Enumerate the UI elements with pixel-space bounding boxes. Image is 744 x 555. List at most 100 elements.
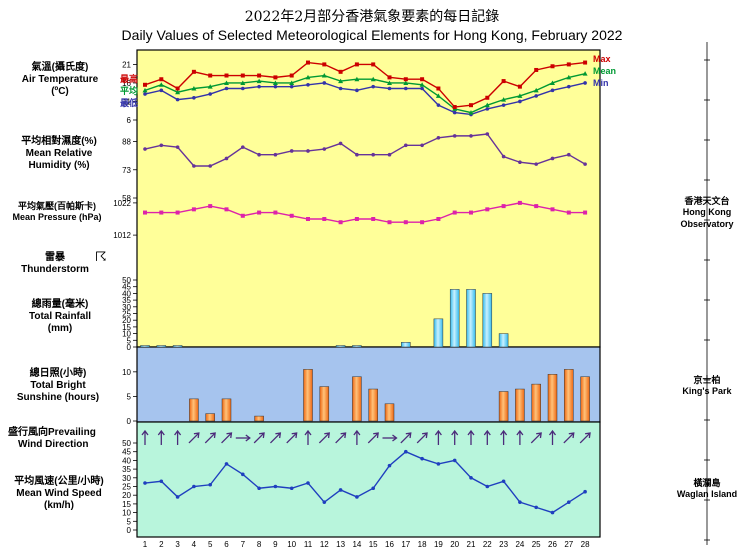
wind-speed-point [289, 486, 294, 491]
wind-arrow-head [451, 429, 459, 436]
sunshine-label-zh: 總日照(小時) [29, 368, 87, 379]
pressure-point [338, 220, 343, 225]
wind-arrow-head [174, 429, 182, 436]
wind-direction-arrow [483, 429, 491, 445]
wind-arrow-head [500, 429, 508, 436]
pressure-point [452, 210, 457, 215]
temp-min-point [404, 86, 408, 91]
humidity-y-tick-label: 88 [122, 138, 131, 147]
sunshine-bar [564, 369, 574, 422]
wind-speed-point [322, 500, 327, 504]
wind-direction-arrow [141, 429, 149, 445]
wind-arrow-head [304, 429, 312, 436]
humidity-label: 平均相對濕度(%) Mean Relative Humidity (%) [4, 136, 114, 172]
wind-arrow-head [434, 429, 442, 436]
wind-arrow-head [483, 429, 491, 436]
temp-mean-point [533, 87, 539, 93]
temp-mean-point [224, 80, 229, 85]
wind-direction-arrow [174, 429, 182, 445]
thunderstorm-label-en: Thunderstorm [21, 264, 89, 275]
pressure-label: 平均氣壓(百帕斯卡) Mean Pressure (hPa) [0, 201, 114, 223]
wind-direction-arrow [382, 434, 398, 442]
pressure-point [322, 217, 327, 221]
temp-max-point [191, 69, 196, 74]
humidity-point [306, 149, 310, 153]
temp-min-point [192, 95, 196, 100]
humidity-point [241, 145, 245, 149]
temp-min-point [143, 92, 147, 96]
pressure-line [145, 202, 586, 223]
temp-min-point [501, 103, 506, 107]
temp-mean-point [387, 80, 392, 85]
temp-mean-point [305, 74, 311, 80]
wind-speed-point [452, 458, 457, 463]
temp-max-point [436, 86, 441, 91]
wind-speed-point [338, 488, 343, 492]
wind-arrow-head [392, 434, 398, 442]
temp-mean-point [272, 80, 278, 85]
humidity-point [583, 162, 587, 166]
wind-arrow-shaft [318, 432, 330, 444]
day-label: 4 [192, 540, 197, 549]
temp-max-point [240, 73, 245, 78]
day-label: 27 [564, 540, 573, 549]
day-label: 3 [175, 540, 180, 549]
day-label: 15 [369, 540, 378, 549]
sun-y-tick-label: 10 [122, 368, 131, 377]
rain-y-tick-label: 50 [122, 276, 131, 285]
temp-max-point [485, 95, 490, 100]
day-label: 9 [273, 540, 278, 549]
temp-min-point [387, 86, 392, 91]
wind-arrow-shaft [400, 432, 412, 444]
rain-y-tick-label: 5 [127, 336, 132, 345]
pressure-label-en: Mean Pressure (hPa) [12, 211, 102, 222]
wind-y-tick-label: 45 [122, 448, 131, 457]
temp-mean-point [207, 84, 213, 89]
humidity-point [273, 152, 278, 157]
panel-waglan [136, 421, 601, 538]
wind-arrow-head [373, 432, 379, 439]
rainfall-bar [172, 345, 183, 348]
humidity-point [208, 164, 212, 168]
temp-mean-point [321, 73, 327, 78]
pressure-point [240, 213, 245, 218]
wind-speed-point [257, 486, 261, 491]
day-label: 18 [418, 540, 427, 549]
pressure-point [257, 210, 262, 215]
temp-mean-line [144, 72, 586, 114]
humidity-point [567, 152, 571, 157]
thunderstorm-icon: ☈ [95, 249, 107, 264]
rain-y-tick-label: 25 [122, 310, 131, 319]
temp-max-point [208, 73, 213, 78]
temp-max-point [143, 82, 147, 87]
humidity-point [550, 156, 555, 161]
sunshine-bar [368, 388, 378, 422]
temp-mean-point [419, 82, 425, 87]
humidity-y-tick-label: 73 [122, 166, 131, 175]
rainfall-bar [433, 318, 444, 348]
wind-arrow-shaft [204, 432, 216, 444]
wind-arrow-shaft [335, 432, 347, 444]
temp-min-point [485, 107, 490, 111]
humidity-point [501, 154, 506, 159]
wind-direction-arrow [548, 429, 557, 445]
wind-arrow-head [405, 432, 412, 439]
legend-mean-en: Mean [593, 66, 616, 76]
rain-y-tick-label: 30 [122, 303, 131, 312]
wind-direction-arrow [434, 429, 442, 445]
wind-direction-label-zh: 盛行風向Prevailing [8, 427, 96, 438]
wind-arrow-head [193, 432, 200, 439]
wind-speed-point [436, 462, 441, 466]
pressure-point [143, 210, 147, 215]
pressure-point [420, 220, 425, 225]
humidity-point [257, 152, 261, 157]
humidity-point [420, 143, 424, 148]
temp-max-point [371, 62, 376, 67]
wind-speed-point [143, 481, 147, 485]
wind-speed-point [420, 456, 424, 461]
temp-min-point [289, 84, 294, 89]
day-label: 10 [287, 540, 296, 549]
pressure-point [387, 220, 392, 225]
pressure-y-tick-label: 1022 [113, 199, 131, 208]
thunderstorm-label: 雷暴 Thunderstorm [10, 252, 100, 276]
